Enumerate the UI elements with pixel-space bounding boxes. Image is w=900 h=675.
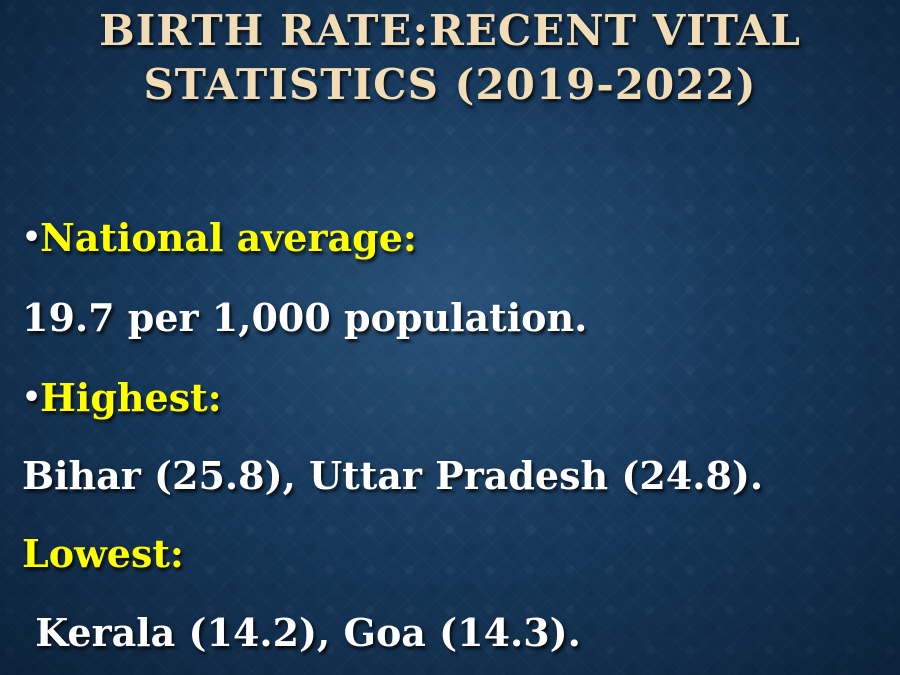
slide-title-line-2: STATISTICS (2019-2022) — [143, 60, 757, 109]
highest-label-row: •Highest: — [22, 374, 222, 422]
slide-title: BIRTH RATE:RECENT VITAL STATISTICS (2019… — [0, 4, 900, 112]
national-average-label-row: •National average: — [22, 214, 417, 262]
slide-title-line-1: BIRTH RATE:RECENT VITAL — [99, 6, 801, 55]
national-average-value: 19.7 per 1,000 population. — [22, 295, 588, 340]
bullet-icon: • — [22, 220, 42, 255]
lowest-value: Kerala (14.2), Goa (14.3). — [22, 610, 581, 655]
national-average-label: National average: — [40, 215, 417, 260]
lowest-label: Lowest: — [22, 531, 184, 576]
highest-value: Bihar (25.8), Uttar Pradesh (24.8). — [22, 453, 764, 498]
highest-label: Highest: — [40, 375, 222, 420]
bullet-icon: • — [22, 380, 42, 415]
